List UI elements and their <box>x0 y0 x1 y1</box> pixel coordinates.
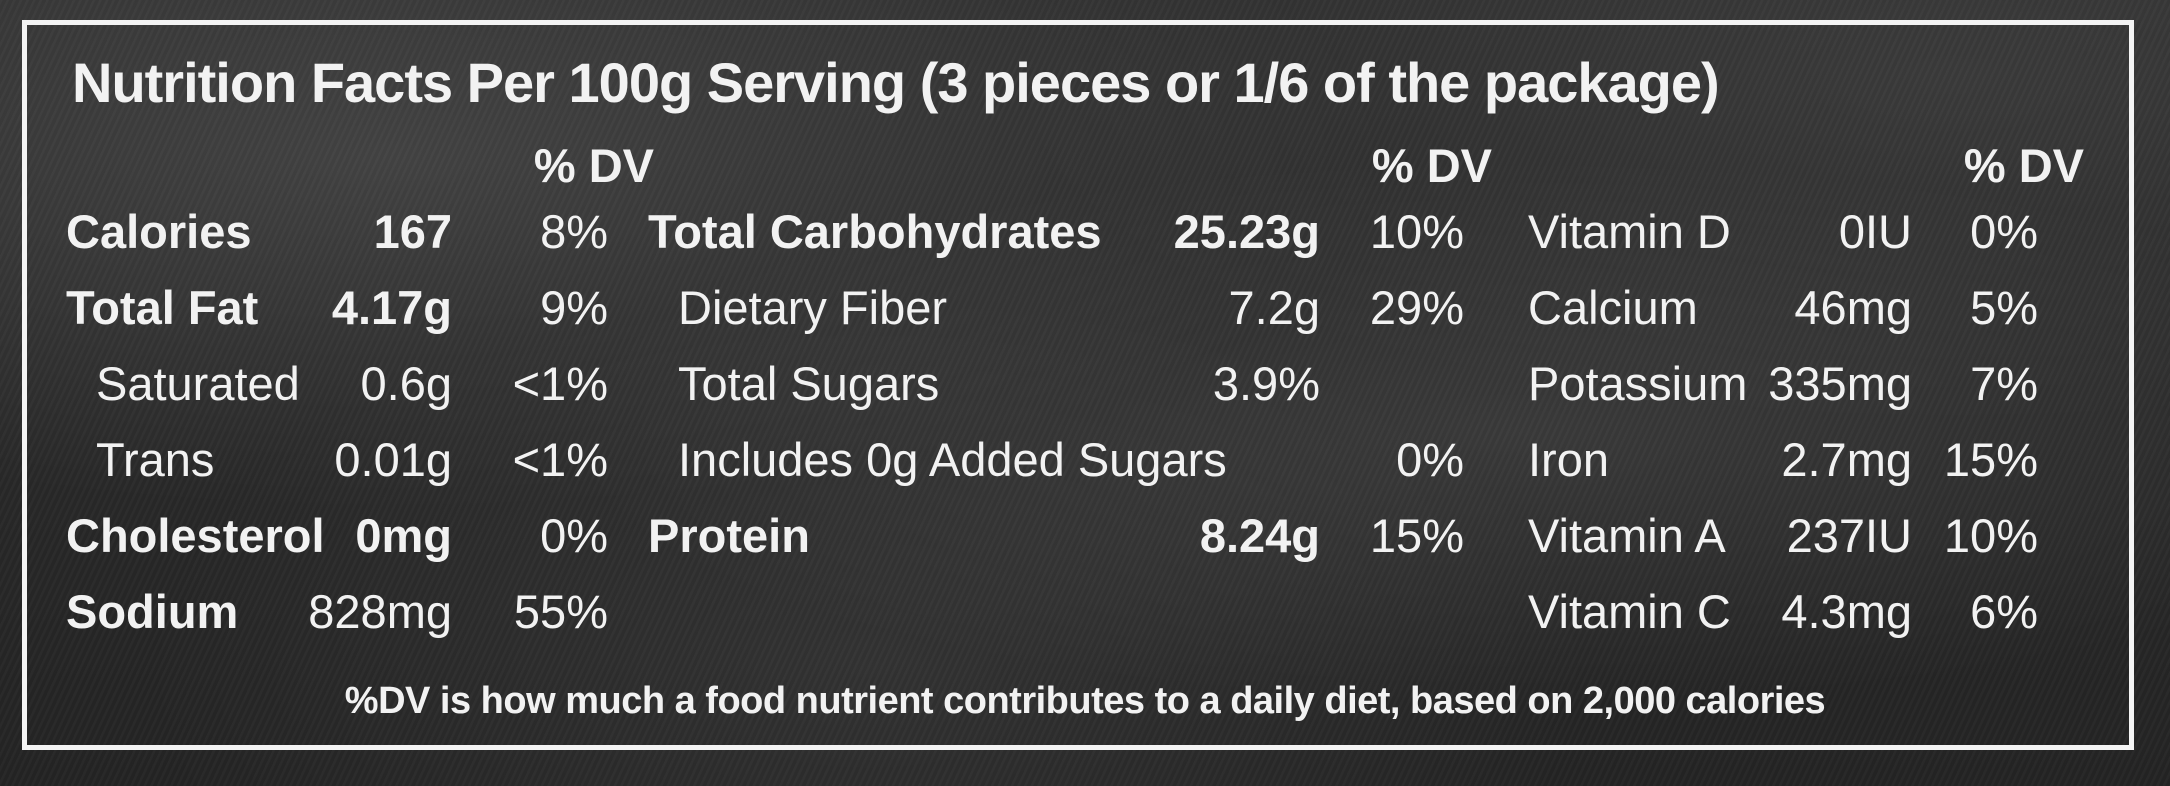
row-label: Saturated <box>96 357 300 410</box>
row-label: Dietary Fiber <box>678 281 948 334</box>
row-label: Cholesterol <box>66 509 325 562</box>
row-dv: 6% <box>1970 585 2038 638</box>
row-label: Sodium <box>66 585 239 638</box>
row-dv: 15% <box>1369 509 1464 562</box>
row-dv: 8% <box>540 205 608 258</box>
row-label: Protein <box>648 509 810 562</box>
row-amount: 0.01g <box>334 433 452 486</box>
row-dv: 5% <box>1970 281 2038 334</box>
dv-header-col2: % DV <box>1371 139 1492 192</box>
row-amount: 8.24g <box>1199 509 1320 562</box>
row-label: Potassium <box>1528 357 1748 410</box>
row-label: Includes 0g Added Sugars <box>678 433 1227 486</box>
row-label: Trans <box>96 433 215 486</box>
dv-header-col3: % DV <box>1963 139 2084 192</box>
row-amount: 828mg <box>308 585 452 638</box>
row-amount: 4.3mg <box>1781 585 1912 638</box>
dv-header-col1: % DV <box>533 139 654 192</box>
label-frame <box>22 20 2134 750</box>
row-dv: 55% <box>513 585 608 638</box>
row-label: Total Carbohydrates <box>648 205 1102 258</box>
row-amount: 0.6g <box>360 357 452 410</box>
row-amount: 0IU <box>1838 205 1912 258</box>
row-dv: 15% <box>1943 433 2038 486</box>
row-amount: 3.9% <box>1212 357 1320 410</box>
row-dv: 7% <box>1970 357 2038 410</box>
row-label: Vitamin A <box>1528 509 1726 562</box>
row-label: Iron <box>1528 433 1609 486</box>
row-amount: 237IU <box>1786 509 1912 562</box>
row-dv: 0% <box>1396 433 1464 486</box>
row-dv: <1% <box>512 357 608 410</box>
row-dv: 0% <box>540 509 608 562</box>
row-amount: 2.7mg <box>1781 433 1912 486</box>
row-label: Calories <box>66 205 252 258</box>
row-dv: 29% <box>1369 281 1464 334</box>
row-amount: 46mg <box>1794 281 1912 334</box>
row-amount: 0mg <box>355 509 452 562</box>
row-dv: 10% <box>1943 509 2038 562</box>
row-dv: <1% <box>512 433 608 486</box>
dv-footnote: %DV is how much a food nutrient contribu… <box>344 680 1826 722</box>
row-amount: 25.23g <box>1173 205 1320 258</box>
row-label: Calcium <box>1528 281 1698 334</box>
row-label: Vitamin C <box>1528 585 1731 638</box>
row-dv: 0% <box>1970 205 2038 258</box>
row-label: Vitamin D <box>1528 205 1731 258</box>
row-amount: 335mg <box>1768 357 1912 410</box>
row-dv: 10% <box>1369 205 1464 258</box>
row-amount: 4.17g <box>331 281 452 334</box>
row-amount: 7.2g <box>1228 281 1320 334</box>
row-amount: 167 <box>373 205 452 258</box>
row-dv: 9% <box>540 281 608 334</box>
nutrition-title: Nutrition Facts Per 100g Serving (3 piec… <box>72 51 1720 114</box>
row-label: Total Sugars <box>678 357 940 410</box>
row-label: Total Fat <box>66 281 259 334</box>
